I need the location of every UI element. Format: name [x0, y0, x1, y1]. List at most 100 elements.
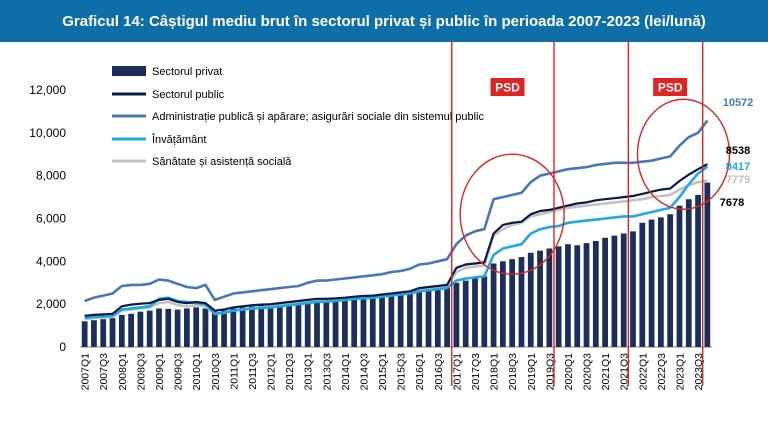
bar — [100, 319, 107, 347]
x-tick-label: 2012Q1 — [266, 353, 278, 391]
y-tick-label: 12,000 — [29, 83, 66, 97]
series-line — [84, 119, 709, 303]
psd-label: PSD — [658, 81, 683, 95]
bar — [184, 308, 190, 347]
bar — [239, 307, 246, 347]
bar — [676, 205, 683, 347]
bar — [332, 298, 339, 347]
x-tick-label: 2010Q3 — [210, 353, 222, 391]
x-tick-label: 2008Q3 — [135, 353, 147, 391]
x-tick-label: 2018Q1 — [489, 353, 501, 391]
x-tick-label: 2017Q1 — [451, 353, 463, 391]
x-tick-label: 2012Q3 — [284, 353, 296, 391]
bar — [202, 308, 209, 347]
x-tick-label: 2018Q3 — [507, 353, 519, 391]
x-tick-label: 2013Q1 — [303, 353, 315, 391]
bar — [351, 296, 358, 347]
bar — [620, 233, 627, 347]
bar — [490, 263, 497, 347]
bar — [546, 248, 553, 347]
legend-label: Învățământ — [151, 133, 206, 146]
bar — [407, 291, 413, 347]
bar — [500, 261, 506, 347]
bar — [434, 287, 441, 347]
bar — [658, 217, 664, 347]
bar — [667, 214, 674, 347]
legend-label: Administrație publică și apărare; asigur… — [152, 111, 484, 123]
y-tick-label: 2,000 — [36, 297, 66, 311]
bar — [592, 240, 599, 347]
bar — [527, 252, 534, 347]
bar — [221, 310, 227, 347]
legend-label: Sectorul privat — [152, 66, 222, 78]
annotations: PSD PSD — [451, 42, 731, 386]
bar — [267, 304, 274, 347]
x-tick-label: 2009Q1 — [154, 353, 166, 391]
end-label: 7678 — [720, 197, 744, 209]
chart-title: Graficul 14: Câștigul mediu brut în sect… — [62, 12, 706, 30]
bar — [481, 276, 488, 347]
bar — [360, 296, 367, 347]
bar — [565, 244, 571, 347]
bar — [295, 302, 302, 347]
bar — [314, 299, 320, 347]
bar — [397, 292, 404, 347]
bar — [304, 300, 311, 347]
bar — [174, 309, 181, 347]
x-tick-label: 2007Q3 — [98, 353, 110, 391]
x-tick-label: 2011Q1 — [228, 353, 240, 390]
bar — [137, 311, 144, 347]
x-tick-label: 2017Q3 — [470, 353, 482, 391]
line-series — [84, 119, 709, 321]
bar — [639, 222, 646, 347]
bar — [211, 311, 218, 347]
bar — [444, 285, 450, 347]
psd-badge — [490, 78, 525, 96]
x-tick-label: 2007Q1 — [80, 353, 92, 391]
y-tick-label: 4,000 — [36, 254, 66, 268]
x-tick-label: 2019Q1 — [526, 353, 538, 391]
bar — [453, 282, 460, 347]
series-line — [84, 163, 708, 317]
x-tick-label: 2014Q1 — [340, 353, 352, 391]
end-label: 7779 — [726, 174, 750, 186]
legend-label: Sectorul public — [152, 89, 225, 101]
bar — [369, 295, 376, 347]
bar — [509, 259, 516, 347]
x-tick-label: 2014Q3 — [359, 353, 371, 391]
bar — [258, 305, 265, 347]
bar — [462, 280, 469, 347]
bar — [630, 231, 636, 347]
bar — [685, 199, 692, 347]
end-label: 10572 — [723, 97, 754, 109]
x-tick-label: 2013Q3 — [321, 353, 333, 391]
bar — [695, 194, 701, 347]
x-tick-label: 2022Q1 — [637, 353, 649, 391]
bar — [518, 257, 525, 347]
end-label: 8417 — [726, 161, 750, 173]
bar-series-private — [81, 182, 711, 347]
highlight-ellipse — [459, 153, 565, 275]
bar — [109, 318, 116, 347]
bar — [230, 308, 237, 347]
x-tick-label: 2023Q1 — [675, 353, 687, 391]
x-tick-label: 2020Q1 — [563, 353, 575, 391]
bar — [91, 320, 97, 347]
bar — [555, 246, 562, 347]
psd-label: PSD — [495, 81, 520, 95]
x-tick-label: 2021Q1 — [600, 353, 612, 391]
bar — [472, 278, 478, 347]
x-tick-label: 2015Q3 — [396, 353, 408, 391]
bar — [583, 243, 590, 347]
bar — [537, 250, 543, 347]
bar — [249, 306, 255, 347]
bar — [388, 293, 395, 347]
x-tick-label: 2020Q3 — [582, 353, 594, 391]
chart-plot: 0 2,000 4,000 6,000 8,000 10,000 12,000 2007Q1… — [29, 42, 754, 391]
x-tick-label: 2008Q1 — [117, 353, 129, 391]
bar — [146, 310, 153, 347]
bar — [611, 235, 618, 347]
bar — [286, 302, 292, 347]
bar — [704, 182, 711, 347]
